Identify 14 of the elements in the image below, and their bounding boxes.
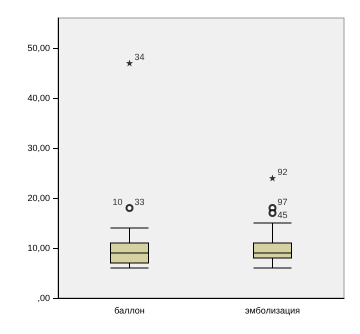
annotation: 45 — [278, 210, 288, 220]
annotation: 33 — [134, 197, 145, 207]
x-tick-label: баллон — [114, 306, 145, 316]
y-tick-label: 30,00 — [27, 143, 50, 153]
y-tick-label: 50,00 — [27, 43, 50, 53]
y-tick-label: 20,00 — [27, 193, 50, 203]
y-tick-label: 10,00 — [27, 243, 50, 253]
y-tick-label: 40,00 — [27, 93, 50, 103]
annotation: 10 — [112, 197, 122, 207]
annotation: 34 — [134, 52, 145, 62]
y-tick-label: ,00 — [37, 293, 50, 303]
annotation: 92 — [278, 167, 288, 177]
annotation: 97 — [278, 197, 288, 207]
x-tick-label: эмболизация — [244, 306, 300, 316]
